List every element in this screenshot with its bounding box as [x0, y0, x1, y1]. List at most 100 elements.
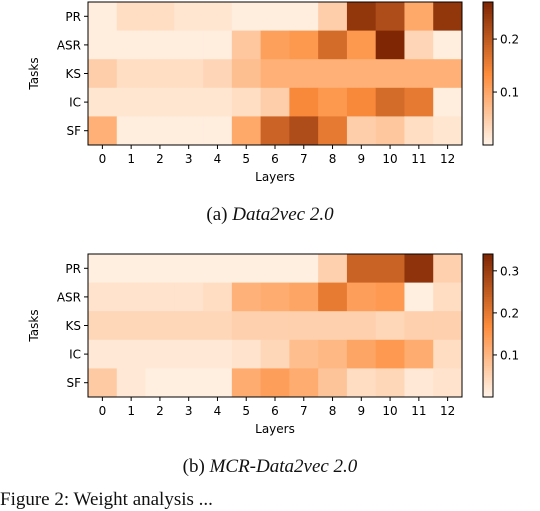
- heatmap-cell: [88, 339, 118, 369]
- x-tick-label: 4: [214, 404, 222, 418]
- heatmap-cell: [289, 368, 319, 398]
- colorbar-band: [483, 4, 493, 8]
- colorbar-frame: [482, 253, 494, 398]
- x-tick-label: 11: [411, 152, 426, 166]
- colorbar-band: [483, 135, 493, 139]
- heatmap-cell: [231, 30, 262, 60]
- x-tick-label: 3: [185, 152, 193, 166]
- heatmap-cell: [145, 311, 175, 341]
- colorbar-band: [483, 118, 493, 122]
- heatmap-cell: [174, 282, 204, 312]
- heatmap-cell: [88, 87, 118, 117]
- heatmap-cell: [346, 87, 377, 117]
- heatmap-cell: [174, 116, 204, 146]
- colorbar-band: [483, 370, 493, 374]
- colorbar-band: [483, 44, 493, 48]
- colorbar-band: [483, 9, 493, 13]
- colorbar-band: [483, 306, 493, 310]
- heatmap-cell: [404, 2, 434, 32]
- colorbar-band: [483, 294, 493, 298]
- heatmap-cell: [203, 368, 233, 398]
- colorbar-band: [483, 2, 493, 5]
- heatmap-cell: [289, 282, 319, 312]
- colorbar-band: [483, 102, 493, 106]
- heatmap-cell: [88, 311, 118, 341]
- colorbar-band: [483, 104, 493, 108]
- heatmap-cell: [174, 87, 204, 117]
- colorbar-band: [483, 261, 493, 265]
- colorbar-band: [483, 78, 493, 82]
- colorbar-band: [483, 275, 493, 279]
- heatmap-cell: [260, 339, 290, 369]
- colorbar-band: [483, 114, 493, 117]
- colorbar-band: [483, 284, 493, 288]
- colorbar-band: [483, 47, 493, 51]
- colorbar-band: [483, 277, 493, 281]
- colorbar: 0.1 0.2 0.3: [482, 253, 519, 398]
- heatmap-cell: [375, 282, 405, 312]
- heatmap-cell: [375, 59, 405, 89]
- heatmap-cell: [145, 30, 175, 60]
- heatmap-cell: [289, 2, 319, 32]
- caption-b: (b) MCR-Data2vec 2.0: [0, 456, 540, 478]
- colorbar-band: [483, 268, 493, 272]
- colorbar-tick-label: 0.2: [500, 306, 519, 320]
- heatmap-cell: [346, 254, 377, 284]
- x-tick-label: 4: [214, 152, 222, 166]
- colorbar-band: [483, 380, 493, 384]
- heatmap-cell: [260, 282, 290, 312]
- heatmap-cell: [375, 254, 405, 284]
- x-tick-label: 10: [382, 152, 397, 166]
- heatmap-cell: [260, 2, 290, 32]
- heatmap-cell: [289, 311, 319, 341]
- figure-caption: Figure 2: Weight analysis ...: [0, 489, 213, 510]
- y-axis-label: Tasks: [27, 57, 41, 90]
- heatmap-cell: [145, 254, 175, 284]
- heatmap-cell: [318, 30, 348, 60]
- heatmap-cell: [433, 2, 463, 32]
- heatmap-cell: [375, 368, 405, 398]
- x-tick-label: 2: [156, 404, 164, 418]
- x-tick-label: 8: [329, 404, 337, 418]
- heatmap-cell: [203, 2, 233, 32]
- colorbar-band: [483, 270, 493, 274]
- x-tick-label: 8: [329, 152, 337, 166]
- heatmap-cell: [88, 2, 118, 32]
- heatmap-cell: [318, 87, 348, 117]
- colorbar-band: [483, 296, 493, 300]
- heatmap-cell: [318, 339, 348, 369]
- heatmap-cell: [289, 254, 319, 284]
- heatmap-cell: [318, 2, 348, 32]
- colorbar-band: [483, 52, 493, 56]
- colorbar-band: [483, 287, 493, 291]
- colorbar-band: [483, 66, 493, 70]
- heatmap-cell: [116, 116, 147, 146]
- x-tick-label: 10: [382, 404, 397, 418]
- colorbar-band: [483, 358, 493, 362]
- heatmap-cell: [203, 116, 233, 146]
- x-tick-label: 7: [300, 152, 308, 166]
- colorbar-band: [483, 311, 493, 315]
- colorbar-band: [483, 80, 493, 84]
- colorbar-band: [483, 142, 493, 146]
- x-tick-label: 12: [440, 404, 455, 418]
- x-tick-label: 12: [440, 152, 455, 166]
- colorbar-band: [483, 346, 493, 350]
- heatmap-cell: [404, 339, 434, 369]
- y-tick-label: ASR: [57, 38, 81, 52]
- heatmap-cell: [433, 311, 463, 341]
- heatmap-cell: [404, 282, 434, 312]
- colorbar-band: [483, 133, 493, 137]
- heatmap-cell: [404, 87, 434, 117]
- colorbar-band: [483, 366, 493, 369]
- heatmap-cell: [318, 59, 348, 89]
- colorbar-band: [483, 61, 493, 65]
- colorbar-band: [483, 318, 493, 322]
- heatmap-cell: [346, 311, 377, 341]
- heatmap-cell: [433, 116, 463, 146]
- colorbar-band: [483, 289, 493, 293]
- heatmap-cell: [375, 311, 405, 341]
- colorbar-band: [483, 265, 493, 269]
- heatmap-cell: [289, 339, 319, 369]
